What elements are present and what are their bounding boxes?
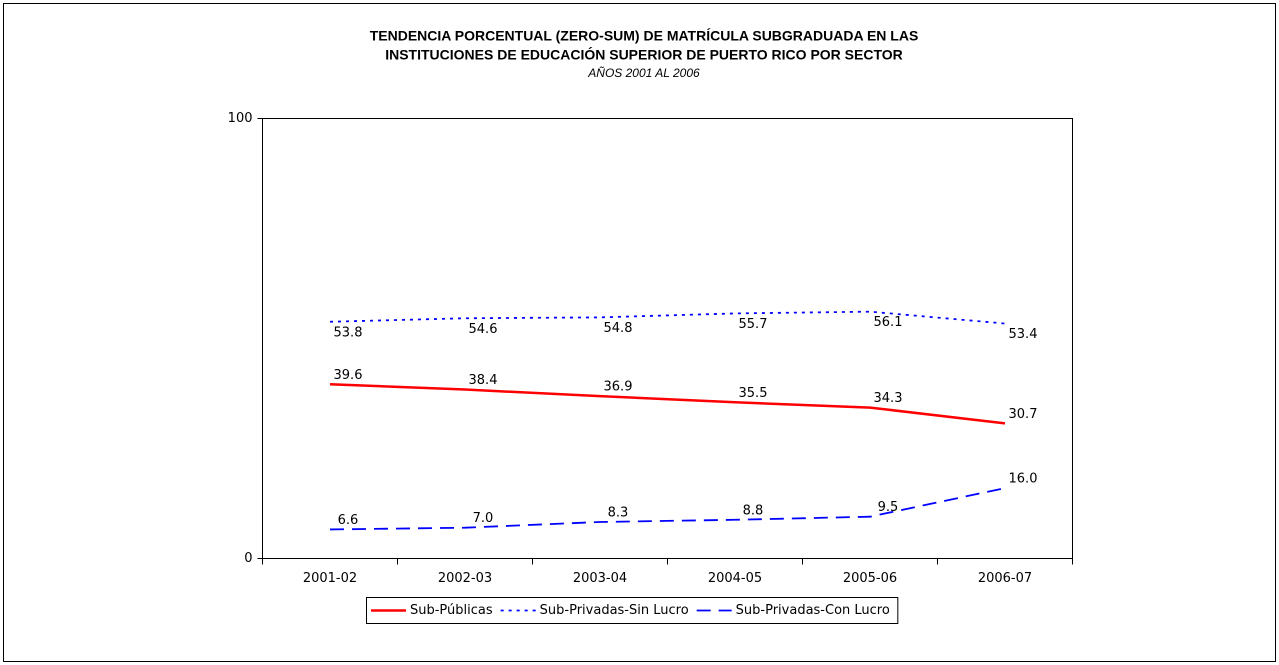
y-tick-label: 0 (244, 551, 252, 566)
data-label: 6.6 (338, 513, 359, 528)
data-label: 39.6 (334, 368, 363, 383)
chart-title: TENDENCIA PORCENTUAL (ZERO-SUM) DE MATRÍ… (370, 28, 919, 44)
x-tick-label: 2003-04 (573, 571, 627, 586)
y-tick-label: 100 (228, 111, 253, 126)
data-label: 56.1 (874, 315, 903, 330)
series-line (329, 383, 1006, 425)
data-label: 38.4 (469, 373, 498, 388)
legend (366, 597, 899, 624)
series-line (329, 487, 1006, 531)
data-label: 34.3 (874, 391, 903, 406)
data-label: 35.5 (739, 386, 768, 401)
legend-label: Sub-Públicas (410, 603, 493, 618)
chart-subtitle: AÑOS 2001 AL 2006 (587, 66, 700, 80)
x-tick-label: 2001-02 (303, 571, 357, 586)
x-tick-label: 2006-07 (978, 571, 1032, 586)
chart-frame (3, 3, 1276, 662)
legend-label: Sub-Privadas-Con Lucro (736, 603, 890, 618)
data-label: 55.7 (739, 317, 768, 332)
series-line (329, 310, 1006, 325)
data-label: 30.7 (1009, 407, 1038, 422)
data-label: 8.3 (608, 505, 629, 520)
data-label: 53.4 (1009, 327, 1038, 342)
x-tick-label: 2002-03 (438, 571, 492, 586)
data-label: 36.9 (604, 380, 633, 395)
data-label: 54.8 (604, 321, 633, 336)
data-label: 54.6 (469, 322, 498, 337)
x-tick-label: 2004-05 (708, 571, 762, 586)
x-tick-label: 2005-06 (843, 571, 897, 586)
data-label: 16.0 (1009, 472, 1038, 487)
data-label: 7.0 (473, 511, 494, 526)
data-label: 9.5 (878, 500, 899, 515)
data-label: 8.8 (743, 503, 764, 518)
legend-label: Sub-Privadas-Sin Lucro (540, 603, 689, 618)
data-label: 53.8 (334, 325, 363, 340)
chart-title: INSTITUCIONES DE EDUCACIÓN SUPERIOR DE P… (385, 46, 903, 63)
